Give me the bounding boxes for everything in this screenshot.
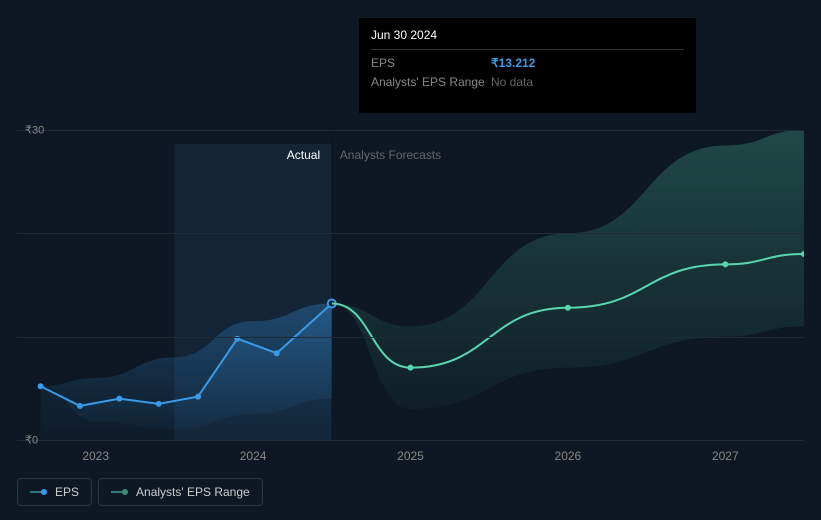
tooltip-row-label: EPS — [371, 54, 491, 73]
legend-item-label: EPS — [55, 485, 79, 499]
legend-swatch-icon — [111, 489, 128, 495]
x-axis-tick-label: 2025 — [397, 449, 424, 463]
chart-plot-area[interactable]: ₹0₹30ActualAnalysts Forecasts20232024202… — [17, 130, 804, 440]
actual-eps-marker — [274, 350, 280, 356]
chart-gridline — [17, 440, 804, 441]
tooltip-row-value: No data — [491, 73, 533, 92]
region-label-forecast: Analysts Forecasts — [340, 148, 441, 162]
forecast-eps-marker — [722, 261, 728, 267]
x-axis-tick-label: 2026 — [555, 449, 582, 463]
chart-svg — [17, 130, 804, 440]
tooltip-row-label: Analysts' EPS Range — [371, 73, 491, 92]
actual-eps-marker — [116, 396, 122, 402]
legend-toggle-analysts-range[interactable]: Analysts' EPS Range — [98, 478, 263, 506]
tooltip-date: Jun 30 2024 — [371, 26, 684, 50]
x-axis-tick-label: 2023 — [82, 449, 109, 463]
tooltip-row: Analysts' EPS RangeNo data — [371, 73, 684, 92]
tooltip-row-value: ₹13.212 — [491, 54, 535, 73]
forecast-eps-marker — [565, 305, 571, 311]
chart-tooltip: Jun 30 2024 EPS₹13.212Analysts' EPS Rang… — [359, 18, 696, 113]
actual-eps-marker — [38, 383, 44, 389]
region-label-actual: Actual — [287, 148, 320, 162]
x-axis-tick-label: 2027 — [712, 449, 739, 463]
chart-gridline — [17, 337, 804, 338]
chart-container: Jun 30 2024 EPS₹13.212Analysts' EPS Rang… — [17, 0, 804, 520]
forecast-eps-marker — [408, 365, 414, 371]
chart-gridline — [17, 130, 804, 131]
y-axis-tick-label: ₹0 — [25, 434, 38, 447]
chart-gridline — [17, 233, 804, 234]
chart-legend: EPS Analysts' EPS Range — [17, 478, 263, 506]
legend-item-label: Analysts' EPS Range — [136, 485, 250, 499]
legend-toggle-eps[interactable]: EPS — [17, 478, 92, 506]
tooltip-row: EPS₹13.212 — [371, 54, 684, 73]
x-axis-tick-label: 2024 — [240, 449, 267, 463]
actual-eps-marker — [195, 394, 201, 400]
actual-eps-marker — [77, 403, 83, 409]
actual-eps-marker — [156, 401, 162, 407]
legend-swatch-icon — [30, 489, 47, 495]
y-axis-tick-label: ₹30 — [25, 124, 44, 137]
